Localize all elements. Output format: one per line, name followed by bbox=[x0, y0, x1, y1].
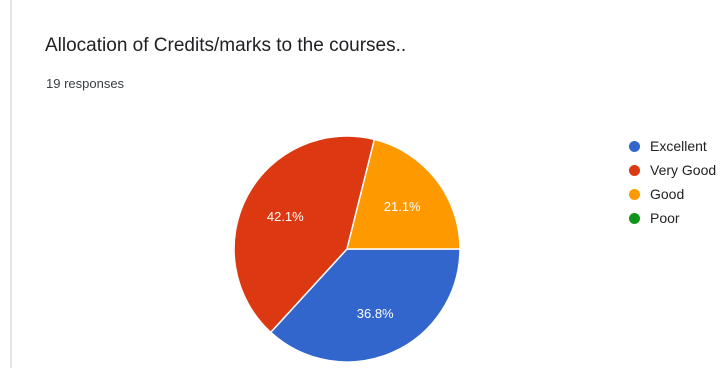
legend-label-good: Good bbox=[650, 186, 685, 202]
pie-label-very-good: 42.1% bbox=[267, 209, 304, 224]
legend-item-good[interactable]: Good bbox=[629, 182, 716, 206]
legend-item-excellent[interactable]: Excellent bbox=[629, 134, 716, 158]
pie-label-excellent: 36.8% bbox=[357, 306, 394, 321]
legend-swatch-poor bbox=[629, 212, 640, 224]
legend-swatch-excellent bbox=[629, 140, 640, 152]
chart-legend: Excellent Very Good Good Poor bbox=[629, 134, 716, 230]
pie-slice-very-good[interactable] bbox=[233, 135, 376, 334]
left-border bbox=[10, 0, 12, 368]
legend-label-very-good: Very Good bbox=[650, 162, 717, 178]
legend-item-very-good[interactable]: Very Good bbox=[629, 158, 716, 182]
chart-title: Allocation of Credits/marks to the cours… bbox=[45, 35, 407, 56]
pie-slice-good[interactable] bbox=[346, 138, 461, 250]
pie-slice-excellent[interactable] bbox=[269, 248, 461, 363]
pie-label-good: 21.1% bbox=[384, 199, 421, 214]
legend-label-excellent: Excellent bbox=[650, 138, 707, 154]
legend-swatch-good bbox=[629, 188, 640, 200]
legend-item-poor[interactable]: Poor bbox=[629, 206, 716, 230]
legend-label-poor: Poor bbox=[650, 210, 680, 226]
response-count: 19 responses bbox=[46, 76, 125, 91]
legend-swatch-very-good bbox=[629, 164, 640, 176]
